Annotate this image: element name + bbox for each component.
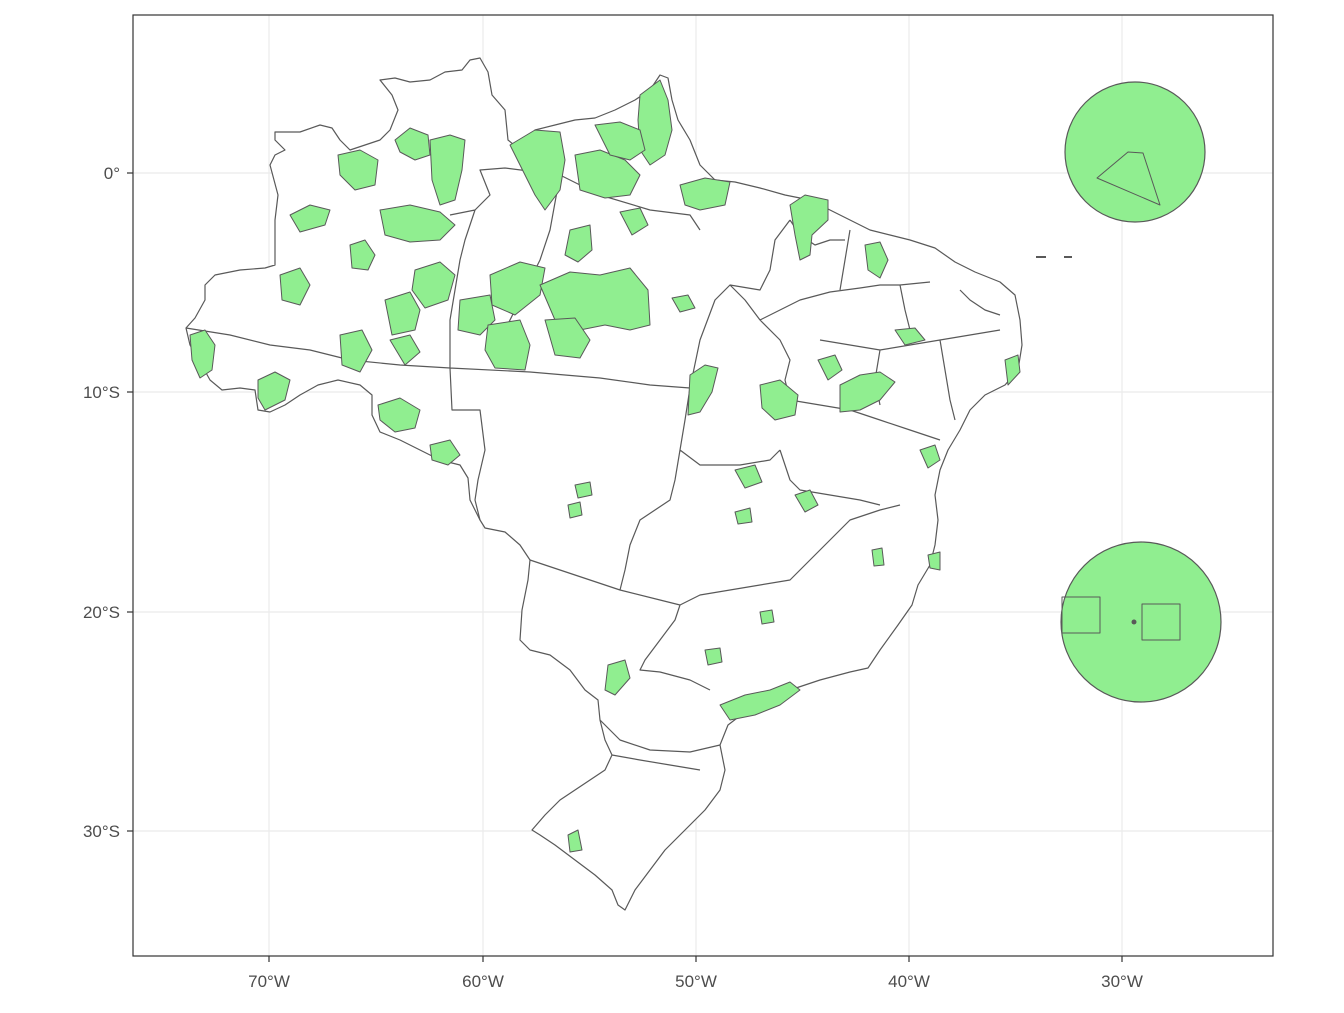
protected-area-sp-1 [719,681,801,721]
island-polygon-noronha [1096,151,1161,206]
protected-area-ne-2 [894,327,926,346]
protected-area-pa-8 [679,177,731,211]
protected-area-ba-3 [919,444,941,469]
y-tick-label-10s: 10°S [83,383,120,402]
protected-area-pi-1 [839,371,896,413]
x-axis-labels: 70°W 60°W 50°W 40°W 30°W [248,972,1143,991]
island-circle-trindade [1060,541,1222,703]
protected-area-pa-9 [671,294,696,313]
protected-area-ba-1 [759,379,799,421]
protected-area-ro-1 [339,329,373,373]
island-square-east [1141,603,1181,641]
protected-area-am-north1 [394,127,431,161]
brazil-outline [185,57,1023,911]
x-tick-label-40w: 40°W [888,972,930,991]
plot-panel-border [132,14,1274,957]
x-tick-label-50w: 50°W [675,972,717,991]
island-insets [1036,81,1222,703]
protected-area-am-2 [289,204,331,233]
protected-area-ac-1 [189,329,216,379]
protected-area-ma-1 [789,194,829,261]
protected-area-mt-1 [429,439,461,466]
protected-area-pa-north2 [574,149,641,199]
protected-areas [189,79,1021,853]
axis-ticks [127,172,1123,962]
x-tick-label-70w: 70°W [248,972,290,991]
protected-area-am-6 [384,291,421,336]
protected-area-go-1 [574,481,593,499]
protected-area-ba-4 [927,551,941,571]
protected-area-ba-2 [734,464,763,489]
protected-area-ms-1 [567,501,583,519]
protected-area-am-4 [279,267,311,306]
x-tick-label-60w: 60°W [462,972,504,991]
protected-area-am-north3 [337,149,379,191]
protected-area-am-north2 [429,134,466,206]
protected-area-ro-3 [377,397,421,433]
protected-area-ma-2 [864,241,889,279]
y-tick-label-0: 0° [104,164,120,183]
protected-area-pa-5 [544,317,591,359]
protected-area-pr-2 [704,647,723,666]
protected-area-rs-1 [567,829,583,853]
protected-area-mg-1 [794,489,819,513]
protected-area-pr-1 [604,659,631,696]
y-tick-label-20s: 20°S [83,603,120,622]
protected-area-pi-2 [817,354,843,381]
island-square-west [1061,596,1101,634]
protected-area-mg-3 [759,609,775,625]
protected-area-to-1 [687,364,719,416]
y-tick-label-30s: 30°S [83,822,120,841]
protected-area-ne-1 [1004,354,1021,386]
protected-area-mg-2 [871,547,885,567]
protected-area-am-3 [349,239,376,271]
x-tick-label-30w: 30°W [1101,972,1143,991]
island-dot [1131,619,1137,625]
protected-area-pa-north3 [594,121,646,161]
protected-area-am-1 [379,204,456,243]
protected-area-go-2 [734,507,753,525]
protected-area-ro-2 [389,334,421,366]
protected-area-pa-4 [484,319,531,371]
protected-area-pa-7 [619,207,649,236]
country-outline [185,57,1023,911]
protected-area-pa-6 [564,224,593,263]
y-axis-labels: 0° 10°S 20°S 30°S [83,164,120,841]
protected-area-pa-north1 [509,129,566,211]
protected-area-am-5 [411,261,456,309]
protected-area-ac-2 [257,371,291,411]
